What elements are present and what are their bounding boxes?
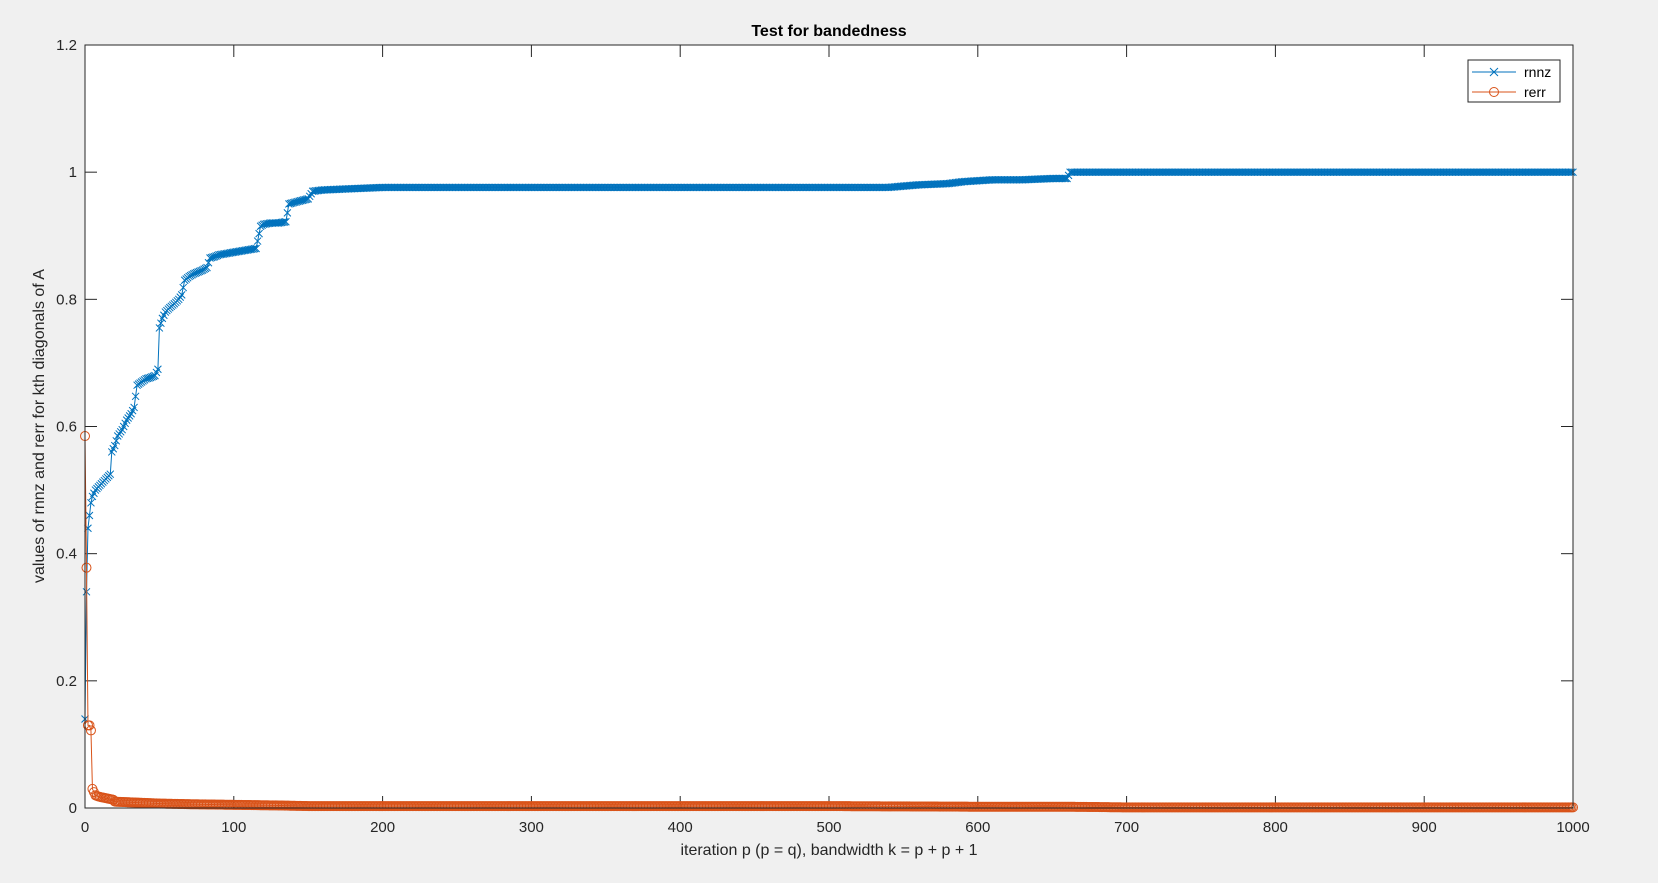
x-tick-label: 800 [1263, 819, 1288, 836]
series-rerr [80, 431, 1578, 813]
data-point [1060, 174, 1068, 183]
data-point [81, 562, 92, 573]
legend-rerr-marker [1489, 87, 1499, 97]
data-point [293, 197, 302, 206]
data-point [290, 198, 299, 207]
data-point [298, 196, 307, 205]
series-rnnz [81, 168, 1577, 723]
x-tick-label: 400 [668, 819, 693, 836]
data-point [106, 470, 115, 479]
data-point [301, 195, 310, 204]
data-point [250, 244, 259, 253]
data-point [142, 374, 150, 383]
data-point [110, 441, 119, 450]
data-point [296, 196, 305, 205]
data-point [287, 199, 296, 207]
legend[interactable]: rnnz rerr [1467, 59, 1561, 103]
axes-box [84, 44, 1574, 809]
data-point [143, 374, 152, 383]
data-point [131, 392, 140, 401]
data-point [204, 258, 213, 267]
data-point [285, 200, 293, 208]
x-axis-label: iteration p (p = q), bandwidth k = p + p… [680, 842, 977, 859]
data-point [112, 436, 121, 445]
x-tick-label: 200 [370, 819, 395, 836]
data-point [155, 324, 164, 332]
data-point [279, 218, 287, 227]
y-tick-label: 1.2 [56, 37, 77, 54]
data-point [130, 403, 138, 412]
legend-rnnz-marker [1489, 67, 1499, 77]
data-point [207, 253, 216, 262]
data-point [292, 198, 301, 206]
data-point [252, 244, 260, 253]
data-point [206, 254, 214, 262]
data-point [203, 263, 211, 272]
x-tick-label: 100 [221, 819, 246, 836]
y-tick-label: 0.6 [56, 419, 77, 436]
data-point [249, 245, 257, 253]
y-tick-label: 0 [69, 800, 77, 817]
data-point [295, 197, 304, 206]
x-tick-label: 1000 [1556, 819, 1589, 836]
y-tick-label: 0.4 [56, 546, 77, 563]
y-tick-label: 0.2 [56, 673, 77, 690]
x-tick-label: 900 [1412, 819, 1437, 836]
data-point [154, 365, 162, 374]
data-point [85, 511, 94, 520]
data-point [286, 199, 295, 208]
x-axis-ticks: 0 100 200 300 400 500 600 700 800 900 1000 [81, 45, 1590, 836]
legend-label-rerr: rerr [1524, 84, 1546, 100]
data-point [85, 725, 96, 736]
x-tick-label: 500 [816, 819, 841, 836]
data-point [149, 372, 158, 381]
data-point [179, 283, 188, 292]
data-point [282, 217, 290, 226]
data-point [176, 293, 185, 301]
plot-area [80, 168, 1578, 813]
data-point [174, 295, 183, 304]
data-point [289, 198, 298, 207]
data-point [213, 251, 222, 260]
legend-box [1467, 59, 1561, 103]
legend-label-rnnz: rnnz [1524, 64, 1551, 80]
x-tick-label: 0 [81, 819, 89, 836]
data-point [87, 498, 95, 507]
axes-background [85, 45, 1573, 808]
data-point [283, 209, 292, 217]
data-point [280, 218, 289, 226]
x-tick-label: 600 [965, 819, 990, 836]
y-axis-label: values of rnnz and rerr for kth diagonal… [31, 269, 48, 583]
data-point [299, 196, 308, 204]
x-tick-label: 700 [1114, 819, 1139, 836]
data-point [1566, 168, 1574, 177]
y-tick-label: 1 [69, 164, 77, 181]
x-tick-label: 300 [519, 819, 544, 836]
data-point [157, 319, 165, 328]
data-point [255, 229, 263, 238]
y-tick-label: 0.8 [56, 291, 77, 308]
data-point [253, 237, 262, 245]
data-point [177, 291, 186, 299]
chart-title: Test for bandedness [751, 23, 906, 40]
data-point [1567, 168, 1576, 177]
